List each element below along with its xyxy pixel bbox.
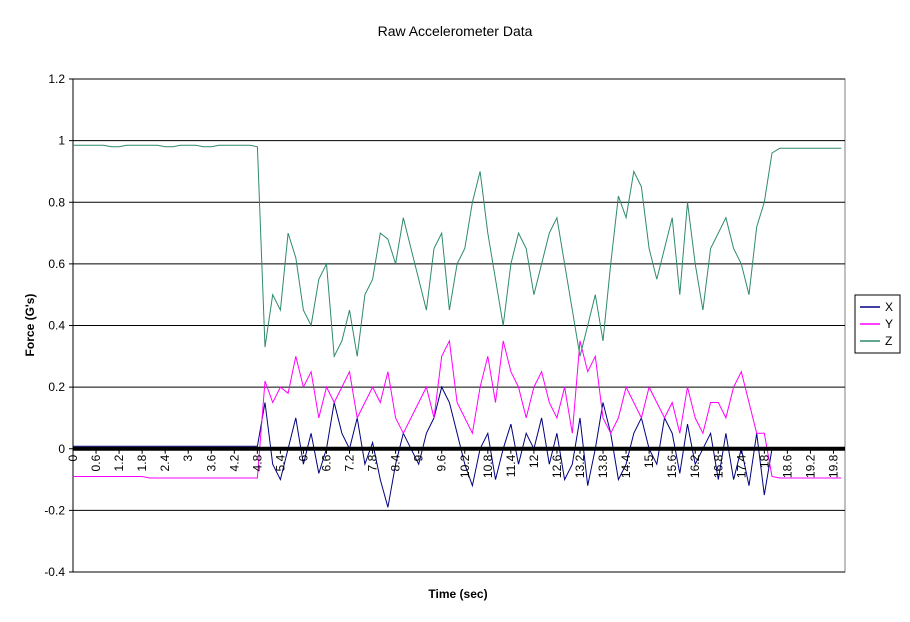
x-tick-label: 18: [757, 454, 771, 468]
x-tick-label: 12: [527, 454, 541, 468]
x-tick-label: 16.8: [711, 454, 725, 478]
x-tick-label: 16.2: [688, 454, 702, 478]
legend-label: Y: [885, 317, 893, 331]
y-tick-label: 0.6: [48, 257, 65, 271]
data-line: [73, 339, 842, 479]
legend-label: X: [885, 300, 893, 314]
x-tick-label: 15.6: [665, 454, 679, 478]
x-tick-label: 10.8: [481, 454, 495, 478]
x-tick-label: 6: [296, 454, 310, 461]
x-tick-label: 15: [642, 454, 656, 468]
x-tick-label: 0: [66, 454, 80, 461]
x-tick-label: 13.8: [596, 454, 610, 478]
x-tick-label: 2.4: [158, 454, 172, 471]
x-tick-label: 7.2: [343, 454, 357, 471]
y-tick-label: -0.4: [44, 565, 65, 579]
x-tick-label: 18.6: [780, 454, 794, 478]
x-tick-label: 11.4: [504, 454, 518, 477]
y-axis-title: Force (G's): [23, 294, 37, 357]
x-tick-label: 19.2: [803, 454, 817, 478]
y-tick-label: 0: [58, 442, 65, 456]
x-tick-label: 12.6: [550, 454, 564, 478]
x-tick-label: 17.4: [734, 454, 748, 478]
y-tick-label: 1: [58, 134, 65, 148]
x-tick-label: 4.2: [227, 454, 241, 471]
y-tick-label: -0.2: [44, 503, 65, 517]
y-tick-label: 0.2: [48, 380, 65, 394]
x-tick-label: 7.8: [366, 454, 380, 471]
x-tick-label: 3: [181, 454, 195, 461]
data-line: [73, 144, 842, 359]
y-tick-label: 0.8: [48, 195, 65, 209]
x-tick-label: 19.8: [826, 454, 840, 478]
y-tick-label: 1.2: [48, 72, 65, 86]
chart-title: Raw Accelerometer Data: [378, 23, 533, 39]
x-tick-label: 0.6: [89, 454, 103, 471]
x-tick-label: 10.2: [458, 454, 472, 478]
x-tick-label: 4.8: [250, 454, 264, 471]
x-tick-label: 3.6: [204, 454, 218, 471]
x-axis-title: Time (sec): [428, 587, 487, 601]
x-tick-label: 9.6: [435, 454, 449, 471]
x-tick-label: 6.6: [319, 454, 333, 471]
x-tick-label: 1.2: [112, 454, 126, 471]
legend-label: Z: [885, 334, 892, 348]
x-tick-label: 8.4: [389, 454, 403, 471]
x-tick-label: 13.2: [573, 454, 587, 478]
x-tick-label: 5.4: [273, 454, 287, 471]
y-tick-label: 0.4: [48, 319, 65, 333]
x-tick-label: 9: [412, 454, 426, 461]
x-tick-label: 1.8: [135, 454, 149, 471]
x-tick-label: 14.4: [619, 454, 633, 478]
